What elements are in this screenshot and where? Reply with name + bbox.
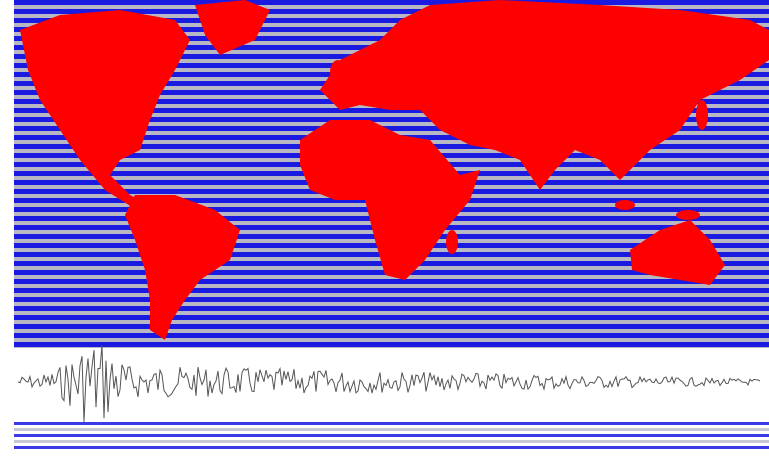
greenland bbox=[195, 0, 270, 55]
africa bbox=[300, 120, 480, 280]
north-america bbox=[20, 10, 190, 212]
bottom-lines bbox=[14, 422, 769, 449]
new-guinea bbox=[676, 210, 700, 220]
continents bbox=[20, 0, 769, 340]
indonesia bbox=[615, 200, 635, 210]
eurasia bbox=[320, 0, 769, 190]
australia bbox=[630, 220, 725, 285]
seismogram bbox=[17, 345, 761, 422]
south-america bbox=[125, 195, 240, 340]
japan bbox=[696, 100, 708, 130]
madagascar bbox=[446, 230, 458, 254]
britain bbox=[330, 60, 346, 84]
